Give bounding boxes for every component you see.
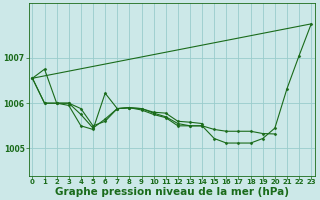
X-axis label: Graphe pression niveau de la mer (hPa): Graphe pression niveau de la mer (hPa) xyxy=(55,187,289,197)
